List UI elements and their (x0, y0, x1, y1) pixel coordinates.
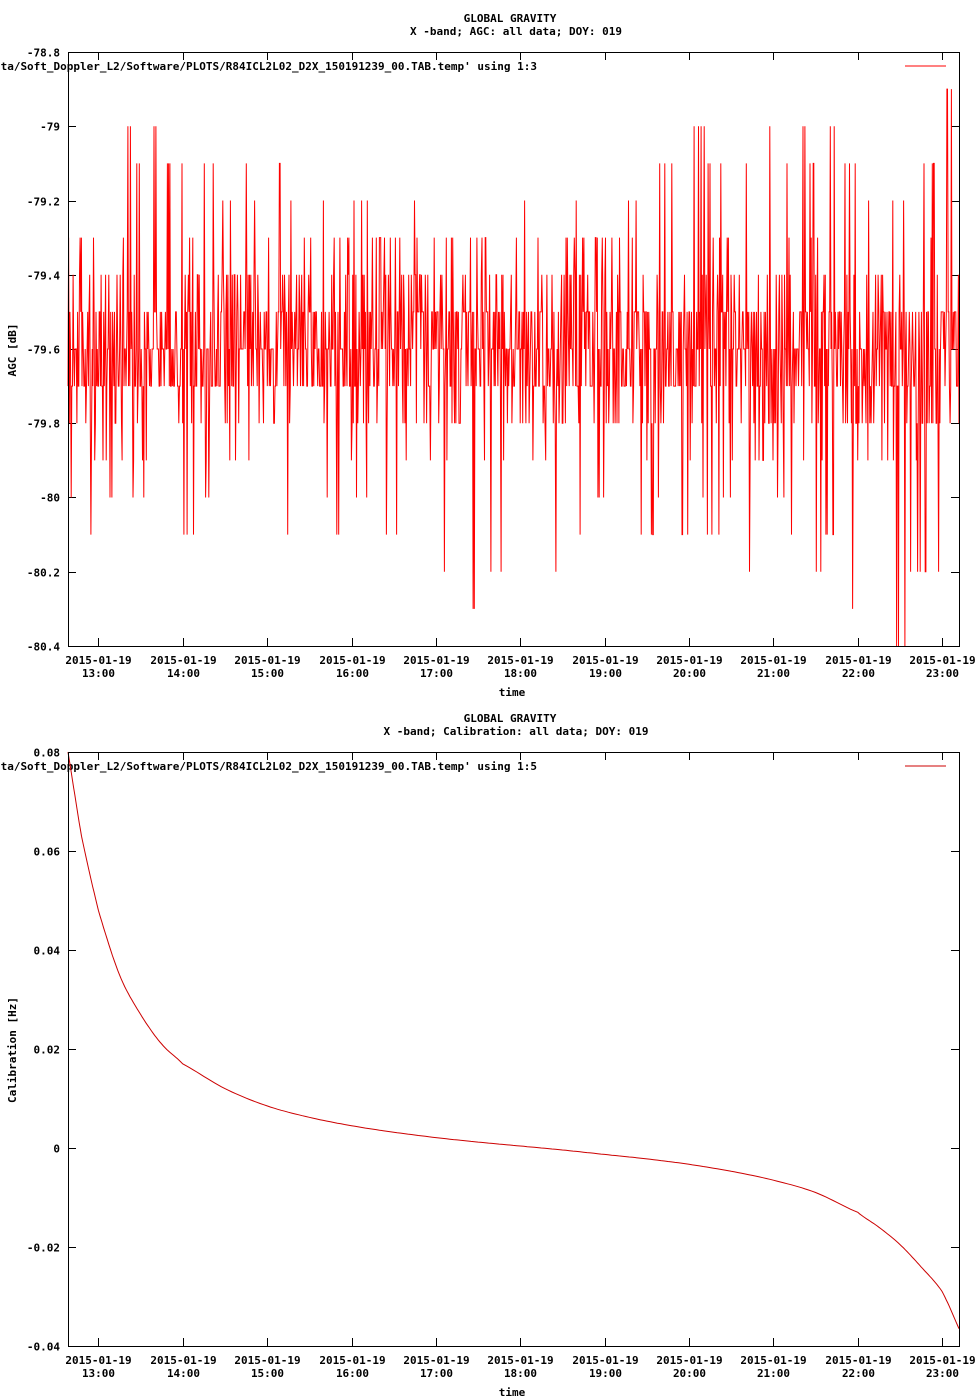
agc-y-tick-label: -80.4 (27, 641, 60, 654)
calibration-y-tick-label: 0 (53, 1143, 60, 1156)
calibration-x-tick-date: 2015-01-19 (572, 1354, 638, 1367)
calibration-x-tick-time: 19:00 (589, 1367, 622, 1380)
calibration-x-tick-time: 14:00 (167, 1367, 200, 1380)
calibration-x-tick-time: 17:00 (420, 1367, 453, 1380)
agc-x-tick-time: 20:00 (673, 667, 706, 680)
calibration-plot: GLOBAL GRAVITY X -band; Calibration: all… (0, 712, 976, 1399)
calibration-x-tick-time: 21:00 (757, 1367, 790, 1380)
agc-x-tick-date: 2015-01-19 (65, 654, 131, 667)
agc-y-tick-label: -78.8 (27, 47, 60, 60)
calibration-series-line (67, 751, 960, 1329)
calibration-ticks: 0.080.060.040.020-0.02-0.042015-01-1913:… (27, 747, 976, 1381)
calibration-y-tick-label: -0.02 (27, 1242, 60, 1255)
agc-plot-border (68, 52, 960, 647)
calibration-plot-border (68, 752, 960, 1347)
agc-x-tick-time: 14:00 (167, 667, 200, 680)
agc-x-tick-time: 17:00 (420, 667, 453, 680)
calibration-x-tick-date: 2015-01-19 (740, 1354, 806, 1367)
calibration-x-tick-date: 2015-01-19 (234, 1354, 300, 1367)
calibration-x-tick-time: 23:00 (926, 1367, 959, 1380)
agc-x-tick-date: 2015-01-19 (740, 654, 806, 667)
calibration-legend-label: 'Z:/ddswork/process_data/Soft_Doppler_L2… (0, 760, 537, 773)
agc-x-tick-time: 23:00 (926, 667, 959, 680)
calibration-series (67, 751, 960, 1329)
agc-x-tick-time: 13:00 (82, 667, 115, 680)
agc-x-tick-date: 2015-01-19 (234, 654, 300, 667)
agc-x-tick-date: 2015-01-19 (656, 654, 722, 667)
calibration-x-tick-date: 2015-01-19 (656, 1354, 722, 1367)
agc-series-line (67, 88, 960, 647)
calibration-x-tick-time: 18:00 (504, 1367, 537, 1380)
calibration-x-tick-time: 16:00 (336, 1367, 369, 1380)
agc-y-tick-label: -79.8 (27, 418, 60, 431)
agc-x-tick-time: 16:00 (336, 667, 369, 680)
calibration-x-tick-date: 2015-01-19 (487, 1354, 553, 1367)
calibration-x-tick-time: 15:00 (251, 1367, 284, 1380)
agc-x-tick-time: 21:00 (757, 667, 790, 680)
calibration-x-tick-date: 2015-01-19 (909, 1354, 975, 1367)
agc-x-tick-date: 2015-01-19 (487, 654, 553, 667)
calibration-x-tick-time: 13:00 (82, 1367, 115, 1380)
calibration-x-tick-date: 2015-01-19 (150, 1354, 216, 1367)
agc-y-tick-label: -80 (40, 492, 60, 505)
agc-y-tick-label: -79.2 (27, 196, 60, 209)
calibration-y-tick-label: 0.08 (34, 747, 61, 760)
calibration-y-tick-label: 0.06 (34, 846, 61, 859)
agc-series (67, 88, 960, 647)
agc-x-tick-date: 2015-01-19 (825, 654, 891, 667)
calibration-title: GLOBAL GRAVITY (464, 712, 557, 725)
agc-title: GLOBAL GRAVITY (464, 12, 557, 25)
agc-x-tick-time: 18:00 (504, 667, 537, 680)
calibration-x-tick-time: 22:00 (842, 1367, 875, 1380)
calibration-x-tick-date: 2015-01-19 (319, 1354, 385, 1367)
agc-ticks: -78.8 -79 -79.2 -79.4 -79.6 -79.8 -80 -80.2 -80.… (27, 47, 976, 681)
calibration-x-tick-date: 2015-01-19 (403, 1354, 469, 1367)
agc-x-tick-time: 22:00 (842, 667, 875, 680)
agc-legend-label: 'Z:/ddswork/process_data/Soft_Doppler_L2… (0, 60, 537, 73)
agc-x-tick-time: 15:00 (251, 667, 284, 680)
calibration-x-tick-time: 20:00 (673, 1367, 706, 1380)
calibration-y-axis-label: Calibration [Hz] (6, 997, 19, 1103)
agc-y-tick-label: -80.2 (27, 567, 60, 580)
calibration-y-tick-label: -0.04 (27, 1341, 60, 1354)
agc-y-axis-label: AGC [dB] (6, 324, 19, 377)
calibration-y-tick-label: 0.02 (34, 1044, 61, 1057)
agc-x-tick-time: 19:00 (589, 667, 622, 680)
calibration-x-axis-label: time (499, 1386, 526, 1399)
agc-y-tick-label: -79.4 (27, 270, 60, 283)
agc-x-tick-date: 2015-01-19 (319, 654, 385, 667)
calibration-x-tick-date: 2015-01-19 (825, 1354, 891, 1367)
agc-x-tick-date: 2015-01-19 (403, 654, 469, 667)
agc-x-tick-date: 2015-01-19 (909, 654, 975, 667)
agc-x-tick-date: 2015-01-19 (572, 654, 638, 667)
agc-y-tick-label: -79 (40, 121, 60, 134)
calibration-subtitle: X -band; Calibration: all data; DOY: 019 (384, 725, 649, 738)
agc-plot: GLOBAL GRAVITY X -band; AGC: all data; D… (0, 12, 976, 699)
agc-x-tick-date: 2015-01-19 (150, 654, 216, 667)
calibration-x-tick-date: 2015-01-19 (65, 1354, 131, 1367)
agc-y-tick-label: -79.6 (27, 344, 60, 357)
agc-subtitle: X -band; AGC: all data; DOY: 019 (410, 25, 622, 38)
calibration-y-tick-label: 0.04 (34, 945, 61, 958)
agc-x-axis-label: time (499, 686, 526, 699)
